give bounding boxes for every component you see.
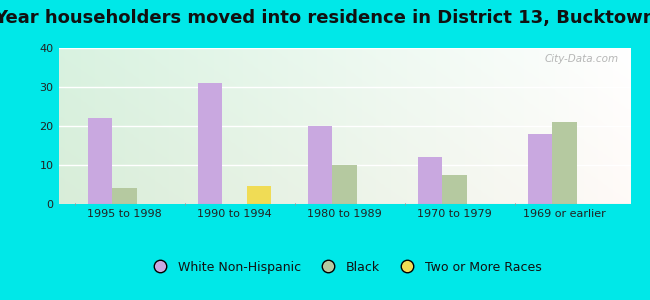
Legend: White Non-Hispanic, Black, Two or More Races: White Non-Hispanic, Black, Two or More R… bbox=[142, 256, 547, 279]
Bar bbox=[88, 118, 112, 204]
Bar bbox=[418, 157, 443, 204]
Bar bbox=[552, 122, 577, 204]
Bar bbox=[112, 188, 136, 204]
Text: City-Data.com: City-Data.com bbox=[545, 54, 619, 64]
Bar bbox=[332, 165, 357, 204]
Bar bbox=[246, 187, 271, 204]
Text: Year householders moved into residence in District 13, Bucktown: Year householders moved into residence i… bbox=[0, 9, 650, 27]
Bar bbox=[198, 83, 222, 204]
Bar bbox=[308, 126, 332, 204]
Bar bbox=[528, 134, 552, 204]
Bar bbox=[443, 175, 467, 204]
